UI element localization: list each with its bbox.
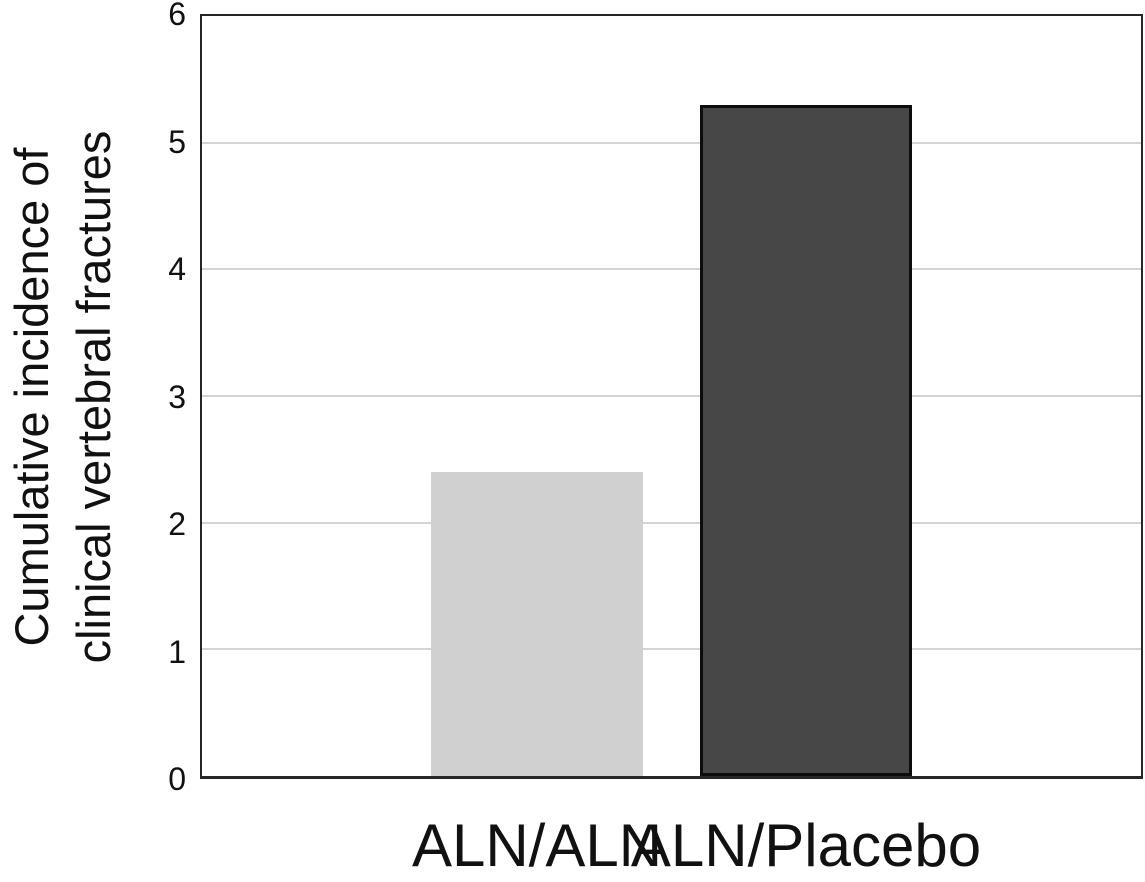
y-tick-label-1: 1	[168, 633, 186, 670]
plot-area	[200, 14, 1143, 779]
gridline-y-1	[202, 648, 1141, 651]
y-tick-label-3: 3	[168, 378, 186, 415]
bar-aln-aln	[431, 472, 643, 776]
y-tick-label-2: 2	[168, 506, 186, 542]
y-tick-label-6: 6	[168, 0, 186, 32]
y-axis-tick-labels: 0 1 2 3 4 5 6	[0, 0, 186, 882]
y-tick-label-0: 0	[168, 761, 186, 797]
gridline-y-2	[202, 521, 1141, 524]
bar-aln-placebo	[700, 105, 912, 776]
y-tick-label-5: 5	[168, 123, 186, 160]
x-category-label-2: ALN/Placebo	[630, 812, 982, 879]
y-tick-label-4: 4	[168, 251, 186, 287]
gridline-y-5	[202, 141, 1141, 144]
gridline-y-4	[202, 268, 1141, 271]
x-category-label-1: ALN/ALN	[411, 812, 663, 879]
gridline-y-3	[202, 395, 1141, 397]
